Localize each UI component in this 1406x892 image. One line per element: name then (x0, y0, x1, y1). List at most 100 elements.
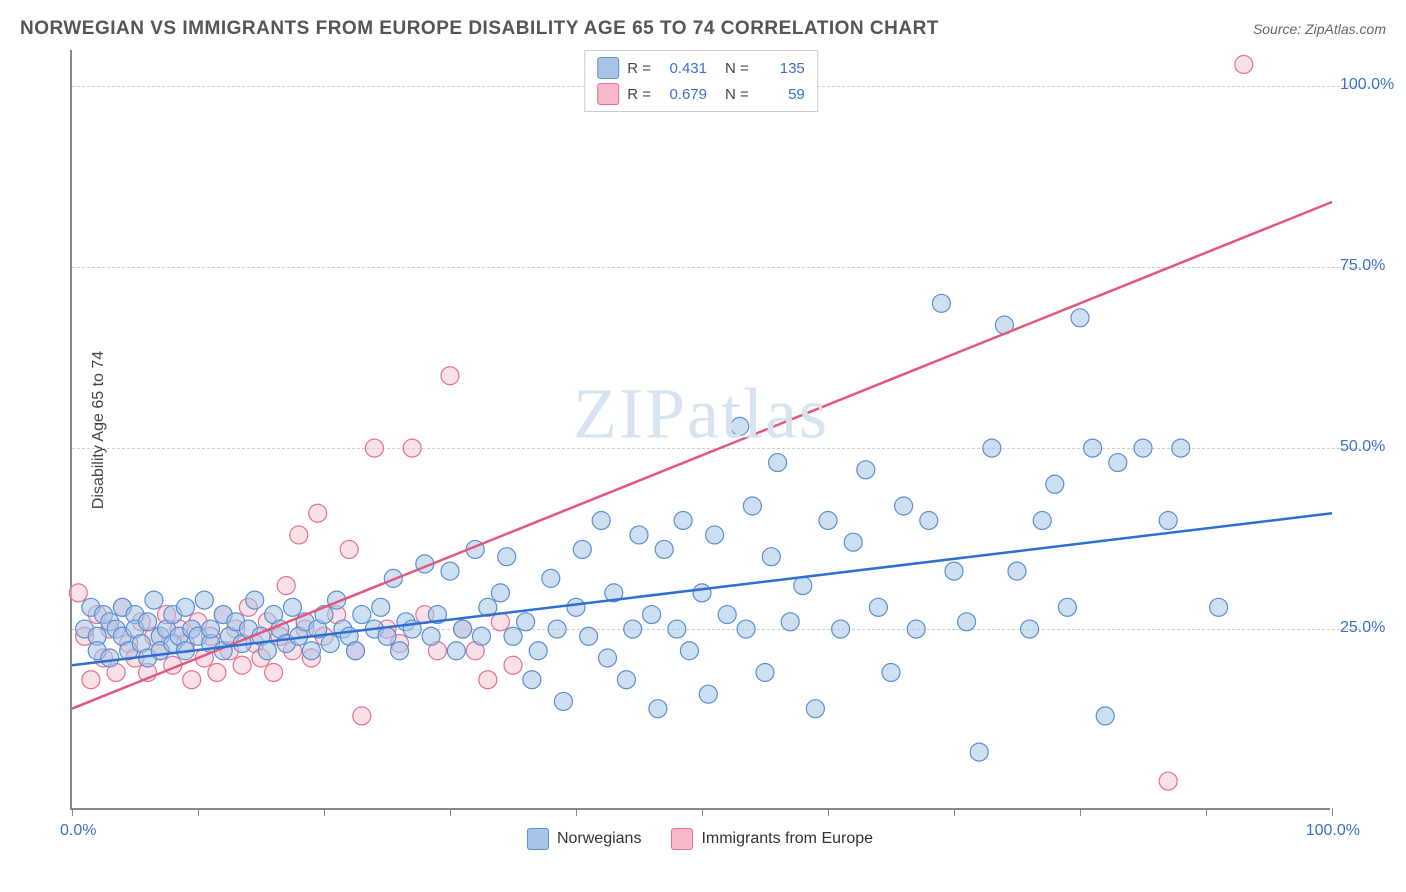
norwegians-point (624, 620, 642, 638)
norwegians-point (1084, 439, 1102, 457)
norwegians-point (674, 511, 692, 529)
norwegians-point (447, 642, 465, 660)
norwegians-point (1134, 439, 1152, 457)
legend-swatch (597, 83, 619, 105)
immigrants-point (340, 540, 358, 558)
immigrants-point (82, 671, 100, 689)
series-legend-label: Norwegians (557, 830, 641, 848)
norwegians-point (454, 620, 472, 638)
immigrants-point (403, 439, 421, 457)
chart-header: NORWEGIAN VS IMMIGRANTS FROM EUROPE DISA… (20, 18, 1386, 40)
norwegians-point (882, 663, 900, 681)
r-label: R = (627, 60, 651, 77)
x-tick (576, 808, 577, 816)
x-axis-max-label: 100.0% (1306, 822, 1360, 840)
norwegians-point (523, 671, 541, 689)
norwegians-point (258, 642, 276, 660)
norwegians-point (1058, 598, 1076, 616)
legend-swatch (671, 828, 693, 850)
immigrants-point (69, 584, 87, 602)
norwegians-point (504, 627, 522, 645)
x-tick (1080, 808, 1081, 816)
immigrants-point (277, 577, 295, 595)
r-value: 0.679 (659, 86, 707, 103)
plot-area: ZIPatlas R =0.431N =135R =0.679N =59 (70, 50, 1330, 810)
x-tick (1206, 808, 1207, 816)
norwegians-point (869, 598, 887, 616)
norwegians-point (422, 627, 440, 645)
norwegians-point (781, 613, 799, 631)
series-legend-item: Norwegians (527, 828, 641, 850)
immigrants-point (183, 671, 201, 689)
x-tick (72, 808, 73, 816)
norwegians-point (1046, 475, 1064, 493)
norwegians-point (743, 497, 761, 515)
r-label: R = (627, 86, 651, 103)
x-axis-min-label: 0.0% (60, 822, 96, 840)
immigrants-point (290, 526, 308, 544)
norwegians-point (321, 635, 339, 653)
norwegians-point (857, 461, 875, 479)
norwegians-point (302, 642, 320, 660)
source-label: Source: ZipAtlas.com (1253, 21, 1386, 37)
norwegians-point (680, 642, 698, 660)
norwegians-point (806, 700, 824, 718)
norwegians-point (1008, 562, 1026, 580)
immigrants-point (353, 707, 371, 725)
x-tick (198, 808, 199, 816)
norwegians-point (139, 613, 157, 631)
norwegians-point (630, 526, 648, 544)
norwegians-point (353, 606, 371, 624)
x-tick (1332, 808, 1333, 816)
immigrants-point (1235, 55, 1253, 73)
x-tick (702, 808, 703, 816)
norwegians-point (718, 606, 736, 624)
norwegians-point (769, 454, 787, 472)
norwegians-point (958, 613, 976, 631)
scatter-svg (72, 50, 1330, 808)
norwegians-point (756, 663, 774, 681)
immigrants-point (265, 663, 283, 681)
norwegians-regression-line (72, 513, 1332, 665)
norwegians-point (655, 540, 673, 558)
correlation-legend-row: R =0.679N =59 (597, 81, 805, 107)
norwegians-point (762, 548, 780, 566)
norwegians-point (554, 692, 572, 710)
y-tick-label: 25.0% (1340, 619, 1406, 637)
norwegians-point (542, 569, 560, 587)
norwegians-point (932, 294, 950, 312)
immigrants-point (504, 656, 522, 674)
y-tick-label: 75.0% (1340, 257, 1406, 275)
norwegians-point (580, 627, 598, 645)
norwegians-point (491, 584, 509, 602)
norwegians-point (920, 511, 938, 529)
norwegians-point (529, 642, 547, 660)
norwegians-point (1109, 454, 1127, 472)
norwegians-point (844, 533, 862, 551)
series-legend: NorwegiansImmigrants from Europe (527, 828, 873, 850)
n-value: 59 (757, 86, 805, 103)
norwegians-point (970, 743, 988, 761)
chart-title: NORWEGIAN VS IMMIGRANTS FROM EUROPE DISA… (20, 18, 939, 40)
norwegians-point (1172, 439, 1190, 457)
norwegians-point (441, 562, 459, 580)
x-tick (828, 808, 829, 816)
immigrants-point (1159, 772, 1177, 790)
norwegians-point (706, 526, 724, 544)
x-tick (954, 808, 955, 816)
norwegians-point (372, 598, 390, 616)
correlation-legend-row: R =0.431N =135 (597, 55, 805, 81)
x-tick (450, 808, 451, 816)
y-tick-label: 100.0% (1340, 76, 1406, 94)
norwegians-point (548, 620, 566, 638)
norwegians-point (1210, 598, 1228, 616)
norwegians-point (1021, 620, 1039, 638)
norwegians-point (284, 598, 302, 616)
norwegians-point (567, 598, 585, 616)
norwegians-point (1159, 511, 1177, 529)
norwegians-point (907, 620, 925, 638)
norwegians-point (794, 577, 812, 595)
norwegians-point (1071, 309, 1089, 327)
norwegians-point (832, 620, 850, 638)
norwegians-point (1096, 707, 1114, 725)
